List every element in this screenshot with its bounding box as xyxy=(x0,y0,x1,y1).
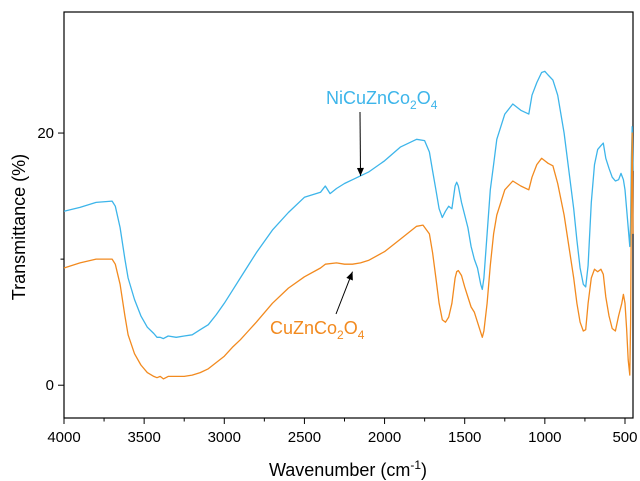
annotation-arrowhead-1 xyxy=(346,271,353,281)
x-tick-label-2000: 2000 xyxy=(368,429,401,446)
y-axis-title: Transmittance (%) xyxy=(9,154,29,300)
x-tick-label-2500: 2500 xyxy=(288,429,321,446)
x-tick-label-1000: 1000 xyxy=(528,429,561,446)
series-label-cuznco2o4: CuZnCo2O4 xyxy=(270,318,365,342)
annotation-arrow-line-0 xyxy=(359,111,362,176)
x-tick-label-500: 500 xyxy=(612,429,637,446)
annotation-layer xyxy=(335,111,364,315)
annotation-arrowhead-0 xyxy=(356,167,364,176)
x-axis-title-close: ) xyxy=(421,460,427,480)
plot-border xyxy=(63,11,634,419)
x-axis-title-sup: -1 xyxy=(410,458,421,472)
y-tick-label-20: 20 xyxy=(37,125,54,142)
series-line-0 xyxy=(63,70,634,340)
x-axis-title-main: Wavenumber (cm xyxy=(269,460,410,480)
y-axis: 0 20 xyxy=(37,125,64,394)
x-tick-label-1500: 1500 xyxy=(448,429,481,446)
plot-frame xyxy=(63,11,634,419)
x-axis: 4000 3500 3000 2500 2000 1500 1000 500 xyxy=(47,418,638,446)
y-tick-label-0: 0 xyxy=(46,377,54,394)
x-tick-label-3000: 3000 xyxy=(208,429,241,446)
x-axis-title: Wavenumber (cm-1) xyxy=(269,458,427,480)
x-tick-label-4000: 4000 xyxy=(47,429,80,446)
x-tick-label-3500: 3500 xyxy=(127,429,160,446)
series-line-1 xyxy=(63,132,634,380)
series-layer xyxy=(63,70,634,380)
series-label-nicuznco2o4: NiCuZnCo2O4 xyxy=(326,88,438,112)
